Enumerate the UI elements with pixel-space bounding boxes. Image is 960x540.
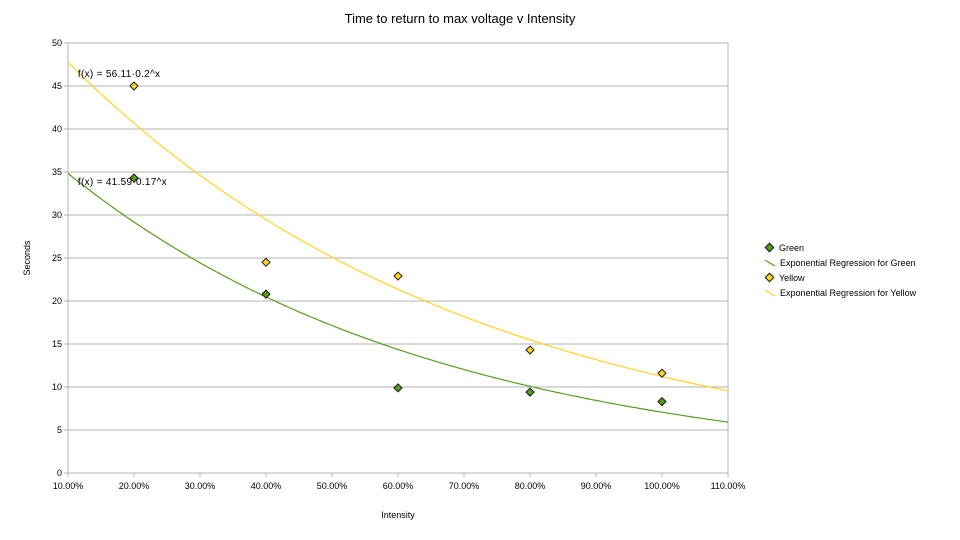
legend-item-label: Exponential Regression for Green <box>780 257 916 268</box>
x-tick-label: 10.00% <box>52 481 84 491</box>
legend-marker-diamond-icon <box>764 272 775 283</box>
x-tick-label: 100.00% <box>644 481 680 491</box>
legend-item: Yellow <box>764 270 916 285</box>
legend-item: Green <box>764 240 916 255</box>
y-tick-label: 25 <box>51 253 62 263</box>
data-point <box>657 396 667 407</box>
x-tick-label: 70.00% <box>448 481 480 491</box>
chart-title: Time to return to max voltage v Intensit… <box>344 11 576 26</box>
x-tick-label: 90.00% <box>580 481 612 491</box>
legend-marker-line-icon <box>764 258 776 267</box>
data-point <box>657 368 667 378</box>
regression-annotation: f(x) = 56.11·0.2^x <box>77 68 161 80</box>
x-tick-label: 50.00% <box>316 481 348 491</box>
legend-marker-line-icon <box>764 288 776 297</box>
data-point <box>393 383 403 393</box>
x-tick-label: 60.00% <box>382 481 414 491</box>
y-tick-label: 0 <box>56 468 62 478</box>
data-point <box>261 289 271 299</box>
y-tick-label: 50 <box>51 38 62 48</box>
legend-item-label: Green <box>779 242 805 253</box>
y-tick-label: 15 <box>51 339 62 349</box>
legend-item: Exponential Regression for Yellow <box>764 285 916 300</box>
x-tick-label: 30.00% <box>184 481 216 491</box>
data-point <box>129 173 139 183</box>
y-tick-label: 40 <box>51 124 62 134</box>
legend-marker-diamond-icon <box>764 242 775 253</box>
regression-curve <box>67 61 729 392</box>
y-tick-label: 30 <box>51 210 62 220</box>
y-tick-label: 45 <box>51 81 62 91</box>
y-tick-label: 20 <box>51 296 62 306</box>
x-tick-label: 110.00% <box>710 481 746 491</box>
data-point <box>525 387 535 397</box>
data-point <box>129 81 139 91</box>
legend: Green Exponential Regression for Green Yel… <box>764 240 916 300</box>
data-point <box>261 257 271 268</box>
y-tick-label: 10 <box>51 382 62 392</box>
x-axis-title: Intensity <box>381 510 415 520</box>
legend-item-label: Yellow <box>779 272 805 283</box>
legend-item: Exponential Regression for Green <box>764 255 916 270</box>
x-tick-label: 20.00% <box>118 481 150 491</box>
regression-annotation: f(x) = 41.59·0.17^x <box>77 177 167 189</box>
x-tick-label: 40.00% <box>250 481 282 491</box>
regression-curve <box>67 172 729 423</box>
data-point <box>525 345 535 355</box>
legend-item-label: Exponential Regression for Yellow <box>780 287 917 298</box>
data-point <box>393 271 403 281</box>
y-tick-label: 35 <box>51 167 62 177</box>
x-tick-label: 80.00% <box>514 481 546 491</box>
y-tick-label: 5 <box>56 425 62 435</box>
